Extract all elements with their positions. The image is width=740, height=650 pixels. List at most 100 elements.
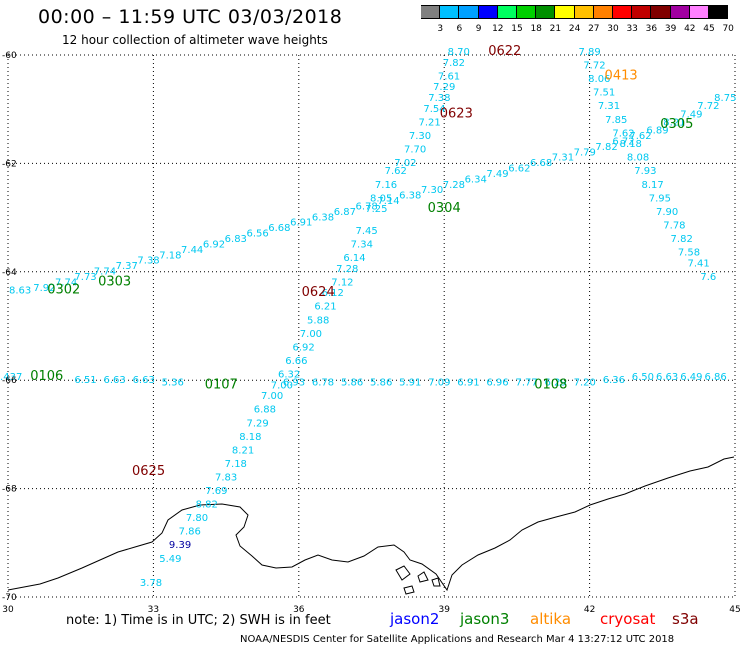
- legend-tick: 24: [568, 24, 581, 34]
- wave-height-value: 7.09: [428, 378, 450, 389]
- wave-height-value: 6.63: [133, 375, 155, 386]
- legend-tick: 33: [626, 24, 638, 34]
- wave-height-value: 6.51: [74, 375, 96, 386]
- wave-height-value: 7.83: [215, 472, 237, 483]
- wave-height-value: 6.50: [632, 372, 654, 383]
- legend-swatch: [440, 5, 460, 19]
- y-axis-label: -64: [2, 268, 17, 278]
- wave-height-value: 6.93: [283, 378, 305, 389]
- satellite-s3a: s3a: [672, 610, 699, 628]
- pass-time-labels: 0622 0623 0413 0305 0304 0302 0303 0624 0106 0107…: [30, 44, 693, 479]
- wave-height-value: 7.37: [116, 261, 138, 272]
- wave-height-value: 7.51: [593, 88, 615, 99]
- wave-height-value: 7.31: [598, 101, 620, 112]
- wave-height-value: 7.34: [351, 239, 373, 250]
- wave-height-value: 7.49: [486, 169, 508, 180]
- wave-height-value: 8.17: [641, 180, 663, 191]
- wave-height-value: 7.93: [634, 166, 656, 177]
- wave-height-value: 6.21: [314, 302, 336, 313]
- wave-height-value: 7.80: [186, 513, 208, 524]
- wave-height-value: 7.82: [671, 234, 693, 245]
- wave-height-value: 6.87: [334, 207, 356, 218]
- wave-height-value: 7.30: [409, 131, 431, 142]
- wave-height-value: 8.21: [232, 445, 254, 456]
- legend-tick: 36: [645, 24, 658, 34]
- wave-height-value: 7.49: [680, 109, 702, 120]
- wave-height-labels: 8.707.827.617.297.387.547.217.307.707.02…: [0, 47, 736, 589]
- wave-height-value: 6.72: [612, 136, 634, 147]
- legend-swatch: [421, 5, 441, 19]
- wave-height-value: 7.20: [574, 378, 596, 389]
- wave-height-value: 6.68: [530, 158, 552, 169]
- wave-height-value: 8.08: [627, 153, 649, 164]
- coast-detail: [395, 565, 441, 595]
- wave-height-value: 7.74: [94, 267, 116, 278]
- wave-height-value: 6.56: [246, 229, 268, 240]
- pass-time-label: 0107: [205, 377, 238, 392]
- wave-height-value: 6.38: [312, 212, 334, 223]
- x-axis-label: 45: [729, 605, 740, 615]
- x-axis-label: 36: [293, 605, 305, 615]
- y-axis-label: -66: [2, 376, 17, 386]
- pass-time-label: 0106: [30, 369, 63, 384]
- wave-height-value: 8.63: [9, 285, 31, 296]
- wave-height-value: 6.96: [486, 378, 508, 389]
- legend-tick: 39: [664, 24, 677, 34]
- pass-time-label: 0303: [98, 274, 131, 289]
- pass-time-label: 0302: [47, 282, 80, 297]
- wave-height-value: 6.88: [254, 405, 276, 416]
- wave-height-value: 7.72: [697, 101, 719, 112]
- wave-height-value: 5.49: [159, 554, 181, 565]
- legend-tick: 6: [456, 24, 463, 34]
- legend-swatch: [632, 5, 652, 19]
- wave-height-value: 7.85: [605, 115, 627, 126]
- wave-height-value: 7.29: [246, 418, 268, 429]
- wave-height-value: 8.75: [714, 93, 736, 104]
- satellite-cryosat: cryosat: [600, 610, 656, 628]
- legend-swatch: [593, 5, 613, 19]
- wave-height-value: 7.38: [428, 93, 450, 104]
- wave-height-value: 7.58: [678, 248, 700, 259]
- wave-height-value: 7.28: [443, 180, 465, 191]
- wave-height-value: 3.78: [140, 578, 162, 589]
- wave-height-value: 7.12: [331, 277, 353, 288]
- pass-time-label: 0108: [534, 377, 567, 392]
- wave-height-value: 6.89: [646, 126, 668, 137]
- legend-swatch: [670, 5, 690, 19]
- wave-height-value: 7.78: [663, 220, 685, 231]
- legend-swatch: [574, 5, 594, 19]
- legend-tick: 18: [530, 24, 542, 34]
- legend-tick: 30: [607, 24, 619, 34]
- legend-tick: 3: [437, 24, 444, 34]
- legend-tick: 70: [722, 24, 734, 34]
- pass-time-label: 0625: [132, 464, 165, 479]
- wave-height-value: 6.92: [293, 342, 315, 353]
- y-axis-label: -60: [2, 51, 17, 61]
- wave-height-value: 7.89: [578, 47, 600, 58]
- wave-height-value: 7.86: [179, 527, 201, 538]
- wave-height-value: 7.41: [688, 258, 710, 269]
- legend-tick: 9: [475, 24, 482, 34]
- wave-height-value: 7.62: [629, 131, 651, 142]
- wave-height-value: 7.82: [595, 142, 617, 153]
- legend-swatch: [709, 5, 729, 19]
- wave-height-value: 5.86: [341, 378, 363, 389]
- wave-height-value: 6.68: [268, 223, 290, 234]
- legend-swatch: [555, 5, 575, 19]
- wave-height-value: 7.79: [574, 147, 596, 158]
- wave-height-value: 7.30: [421, 185, 443, 196]
- wave-height-value: 8.18: [620, 139, 642, 150]
- pass-time-label: 0623: [440, 106, 473, 121]
- legend-swatch: [651, 5, 671, 19]
- satellite-jason3: jason3: [460, 610, 510, 628]
- wave-height-value: 7.69: [205, 486, 227, 497]
- legend-swatch: [689, 5, 709, 19]
- wave-height-value: 6.63: [656, 372, 678, 383]
- legend-swatch: [517, 5, 537, 19]
- pass-time-label: 0413: [605, 68, 638, 83]
- legend-swatch: [459, 5, 479, 19]
- pass-time-label: 0624: [302, 285, 335, 300]
- wave-height-value: 7.28: [336, 264, 358, 275]
- antarctic-coastline: [7, 456, 735, 592]
- legend-swatch: [497, 5, 517, 19]
